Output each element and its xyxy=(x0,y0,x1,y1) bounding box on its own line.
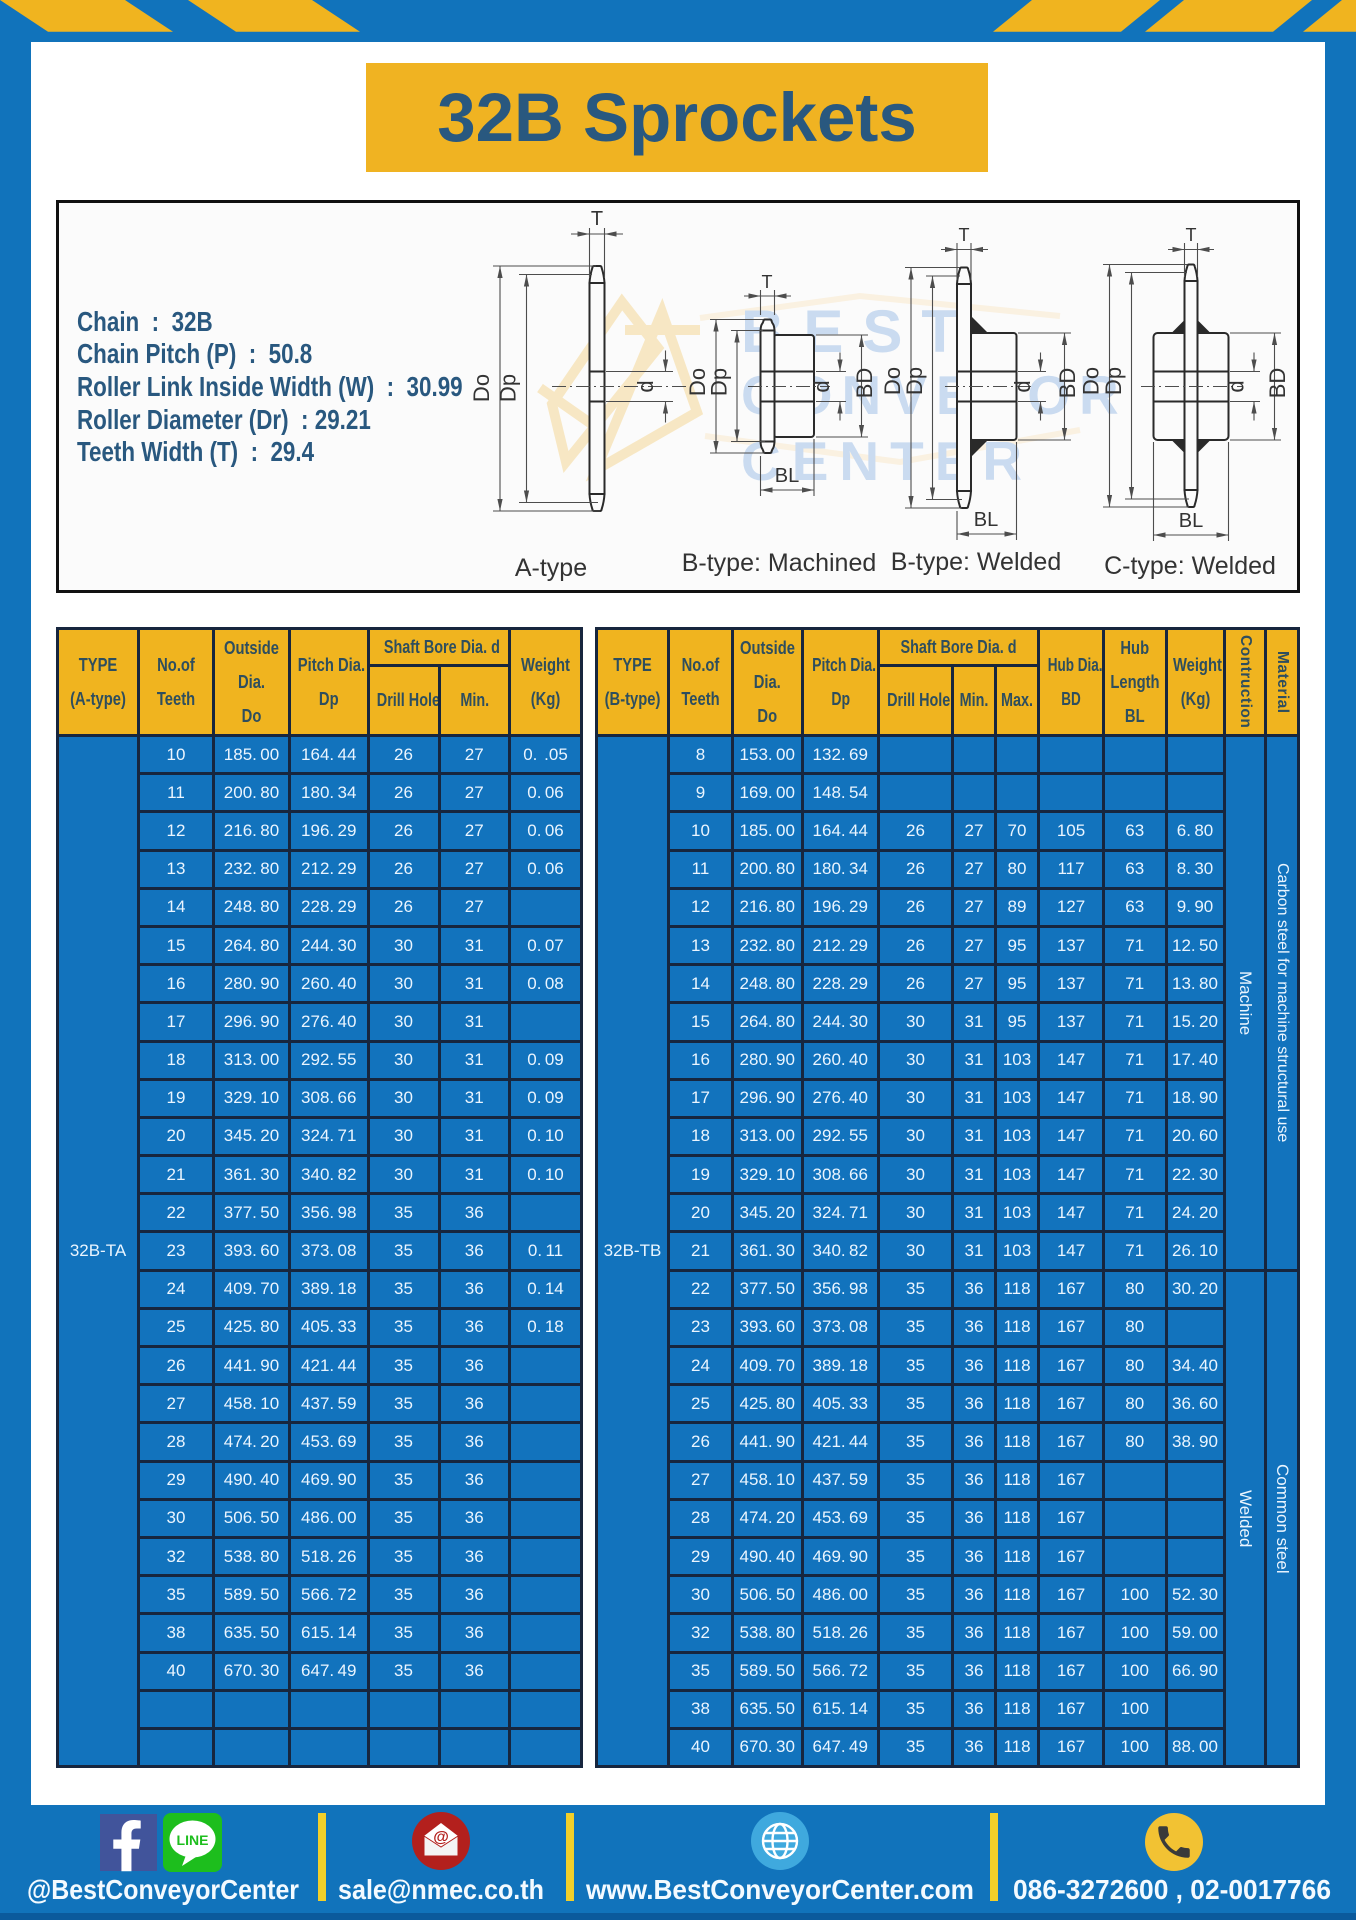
svg-text:@BestConveyorCenter: @BestConveyorCenter xyxy=(27,1874,299,1905)
svg-text:d: d xyxy=(809,380,834,392)
svg-text:BL: BL xyxy=(974,509,998,531)
svg-text:Do: Do xyxy=(880,367,905,395)
svg-text:T: T xyxy=(591,208,603,230)
svg-text:BL: BL xyxy=(775,465,799,487)
svg-text:BD: BD xyxy=(852,368,877,399)
svg-text:Dp: Dp xyxy=(902,367,927,395)
svg-text:B-type: Welded: B-type: Welded xyxy=(891,548,1061,576)
svg-text:Do: Do xyxy=(469,374,494,402)
svg-text:Dp: Dp xyxy=(1101,367,1126,395)
svg-text:T: T xyxy=(959,225,970,245)
svg-text:d: d xyxy=(633,380,658,392)
svg-text:T: T xyxy=(1186,225,1197,245)
svg-text:BL: BL xyxy=(1179,510,1203,532)
svg-text:sale@nmec.co.th: sale@nmec.co.th xyxy=(338,1874,544,1905)
svg-text:Dp: Dp xyxy=(496,374,521,402)
svg-text:@: @ xyxy=(433,1829,449,1846)
svg-text:T: T xyxy=(762,272,773,292)
svg-text:BD: BD xyxy=(1055,368,1080,399)
svg-text:C-type: Welded: C-type: Welded xyxy=(1104,552,1276,580)
svg-text:www.BestConveyorCenter.com: www.BestConveyorCenter.com xyxy=(585,1874,974,1905)
svg-text:LINE: LINE xyxy=(177,1832,209,1848)
svg-text:B-type: Machined: B-type: Machined xyxy=(682,549,877,577)
svg-text:Do: Do xyxy=(1079,367,1104,395)
svg-text:Dp: Dp xyxy=(707,368,732,396)
svg-text:d: d xyxy=(1224,380,1249,392)
svg-text:BD: BD xyxy=(1265,368,1290,399)
svg-text:Do: Do xyxy=(685,368,710,396)
svg-text:086-3272600 , 02-0017766: 086-3272600 , 02-0017766 xyxy=(1013,1874,1331,1905)
svg-text:A-type: A-type xyxy=(515,554,587,582)
svg-text:d: d xyxy=(1010,380,1035,392)
